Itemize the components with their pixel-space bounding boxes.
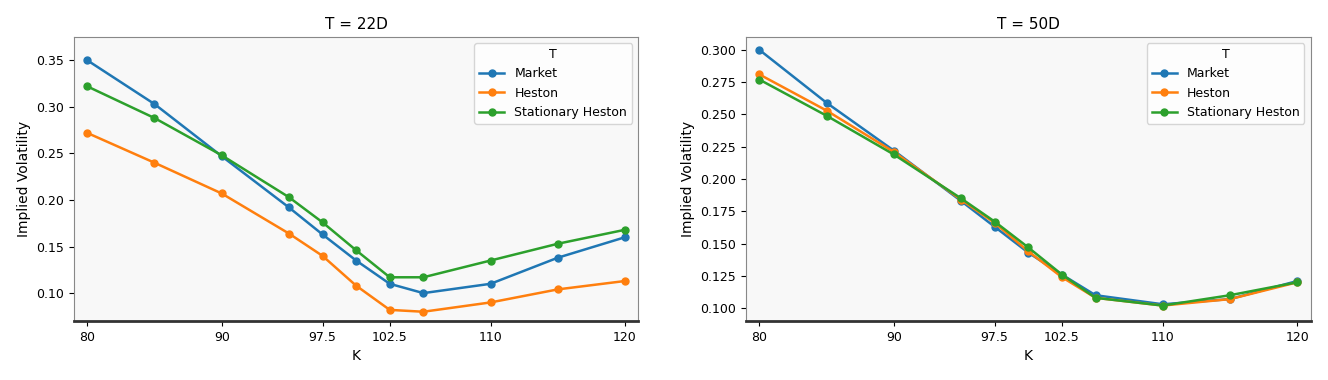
X-axis label: K: K: [1024, 349, 1033, 363]
Market: [618, 235, 633, 239]
Market: [146, 102, 162, 106]
Legend: Market, Heston, Stationary Heston: Market, Heston, Stationary Heston: [474, 43, 632, 124]
Market: [987, 225, 1003, 229]
Title: T = 50D: T = 50D: [997, 17, 1060, 32]
Heston: [954, 197, 969, 202]
Stationary Heston: [348, 248, 364, 253]
Market: [214, 154, 230, 158]
Heston: [618, 279, 633, 283]
Stationary Heston: [482, 258, 498, 263]
Line: Heston: Heston: [756, 71, 1300, 309]
Market: [416, 291, 432, 295]
Market: [1222, 297, 1238, 301]
Stationary Heston: [1289, 280, 1305, 285]
Y-axis label: Implied Volatility: Implied Volatility: [17, 121, 31, 237]
Heston: [1054, 275, 1070, 279]
Heston: [146, 160, 162, 165]
Y-axis label: Implied Volatility: Implied Volatility: [681, 121, 695, 237]
Market: [954, 199, 969, 203]
Line: Market: Market: [756, 46, 1300, 308]
Stationary Heston: [987, 219, 1003, 224]
Line: Market: Market: [84, 57, 628, 296]
Market: [315, 232, 331, 237]
Stationary Heston: [416, 275, 432, 280]
Stationary Heston: [954, 196, 969, 201]
Stationary Heston: [282, 195, 297, 200]
Market: [550, 255, 566, 260]
Market: [818, 101, 834, 105]
Market: [752, 48, 768, 52]
Stationary Heston: [752, 77, 768, 82]
Stationary Heston: [315, 220, 331, 225]
Market: [1020, 250, 1036, 255]
Market: [1155, 302, 1171, 307]
Title: T = 22D: T = 22D: [324, 17, 388, 32]
Heston: [886, 150, 902, 154]
Stationary Heston: [818, 114, 834, 118]
Stationary Heston: [1020, 245, 1036, 250]
Heston: [818, 108, 834, 113]
Market: [886, 148, 902, 153]
Stationary Heston: [80, 84, 96, 89]
Heston: [282, 231, 297, 236]
Line: Heston: Heston: [84, 130, 628, 315]
Heston: [80, 131, 96, 135]
Heston: [1020, 249, 1036, 253]
Heston: [752, 72, 768, 77]
Market: [1289, 279, 1305, 283]
Heston: [1088, 296, 1104, 300]
Market: [282, 205, 297, 210]
X-axis label: K: K: [352, 349, 361, 363]
Heston: [1289, 280, 1305, 285]
Stationary Heston: [886, 152, 902, 157]
Heston: [1222, 297, 1238, 301]
Heston: [348, 283, 364, 288]
Market: [1054, 272, 1070, 277]
Heston: [1155, 303, 1171, 308]
Stationary Heston: [381, 275, 397, 280]
Market: [1088, 293, 1104, 298]
Heston: [381, 307, 397, 312]
Heston: [214, 191, 230, 196]
Heston: [987, 221, 1003, 225]
Stationary Heston: [618, 228, 633, 232]
Legend: Market, Heston, Stationary Heston: Market, Heston, Stationary Heston: [1146, 43, 1304, 124]
Heston: [315, 253, 331, 258]
Stationary Heston: [1054, 272, 1070, 277]
Stationary Heston: [1088, 296, 1104, 300]
Stationary Heston: [550, 241, 566, 246]
Market: [348, 258, 364, 263]
Heston: [416, 309, 432, 314]
Stationary Heston: [1222, 293, 1238, 298]
Line: Stationary Heston: Stationary Heston: [84, 83, 628, 281]
Stationary Heston: [214, 153, 230, 158]
Line: Stationary Heston: Stationary Heston: [756, 76, 1300, 309]
Heston: [550, 287, 566, 292]
Stationary Heston: [1155, 303, 1171, 308]
Heston: [482, 300, 498, 305]
Market: [80, 58, 96, 63]
Stationary Heston: [146, 116, 162, 120]
Market: [482, 282, 498, 286]
Market: [381, 282, 397, 286]
